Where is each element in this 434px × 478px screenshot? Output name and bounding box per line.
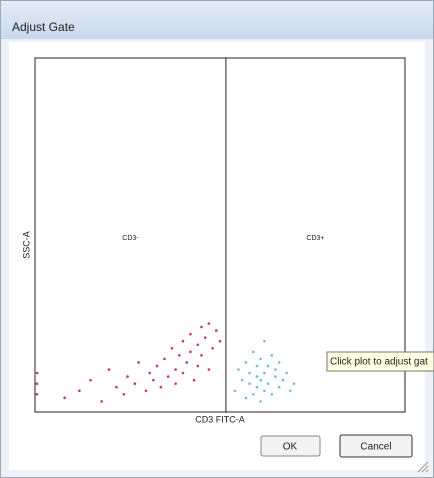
point xyxy=(35,371,39,375)
point xyxy=(63,396,66,400)
point xyxy=(211,346,214,350)
point xyxy=(233,389,237,393)
point xyxy=(200,325,203,329)
point xyxy=(192,378,196,382)
point xyxy=(207,368,211,371)
point xyxy=(178,354,181,357)
resize-grip[interactable] xyxy=(417,461,429,473)
point xyxy=(240,378,244,382)
point xyxy=(252,393,255,396)
point xyxy=(252,350,255,354)
point xyxy=(107,368,111,371)
point xyxy=(155,364,159,368)
point xyxy=(259,400,263,403)
point xyxy=(203,336,207,339)
point xyxy=(185,361,188,364)
point xyxy=(200,354,203,357)
point xyxy=(78,389,81,393)
point xyxy=(35,393,39,396)
point xyxy=(189,332,192,336)
point xyxy=(281,378,285,382)
point xyxy=(292,382,296,385)
point xyxy=(255,385,259,389)
point xyxy=(181,371,185,375)
point xyxy=(207,322,211,325)
point xyxy=(277,361,281,364)
point xyxy=(244,361,248,364)
point xyxy=(189,350,192,354)
point xyxy=(277,385,281,389)
point xyxy=(270,393,274,396)
x-axis-label: CD3 FITC-A xyxy=(195,414,245,424)
point xyxy=(174,368,177,371)
point xyxy=(137,361,140,364)
cancel-label[interactable]: Cancel xyxy=(360,442,391,453)
point xyxy=(152,378,155,382)
point xyxy=(255,375,259,378)
point xyxy=(237,368,240,371)
point xyxy=(274,375,277,378)
point xyxy=(263,389,266,393)
cancel-button[interactable] xyxy=(339,434,413,458)
point xyxy=(218,339,222,343)
title-bar xyxy=(1,1,433,39)
point xyxy=(244,396,248,400)
point xyxy=(263,339,266,343)
point xyxy=(115,385,118,389)
window-title: Adjust Gate xyxy=(12,20,75,34)
point xyxy=(259,378,263,382)
point xyxy=(266,382,270,385)
region-label: CD3- xyxy=(122,235,139,242)
point xyxy=(144,389,148,393)
y-axis-label: SSC-A xyxy=(21,231,31,259)
point xyxy=(170,346,174,350)
point xyxy=(259,357,263,361)
point xyxy=(248,371,251,375)
point xyxy=(159,385,163,389)
ok-label[interactable]: OK xyxy=(283,442,298,453)
point xyxy=(263,371,266,375)
ok-button[interactable] xyxy=(260,435,321,457)
point xyxy=(166,375,170,378)
point xyxy=(133,382,137,385)
point xyxy=(255,364,259,368)
point xyxy=(89,378,92,382)
point xyxy=(266,364,270,368)
point xyxy=(285,371,288,375)
point xyxy=(181,339,185,343)
tooltip: Click plot to adjust gat xyxy=(330,357,428,368)
point xyxy=(126,375,129,378)
point xyxy=(100,400,103,403)
point xyxy=(122,393,126,396)
point xyxy=(289,389,292,393)
point xyxy=(248,382,251,385)
point xyxy=(174,382,177,385)
point xyxy=(163,357,166,361)
point xyxy=(274,368,277,371)
point xyxy=(196,343,200,347)
point xyxy=(270,354,274,357)
point xyxy=(35,382,39,385)
point xyxy=(215,329,218,332)
region-label: CD3+ xyxy=(306,235,324,242)
point xyxy=(148,371,151,375)
point xyxy=(196,364,200,368)
tooltip-box xyxy=(326,351,434,372)
